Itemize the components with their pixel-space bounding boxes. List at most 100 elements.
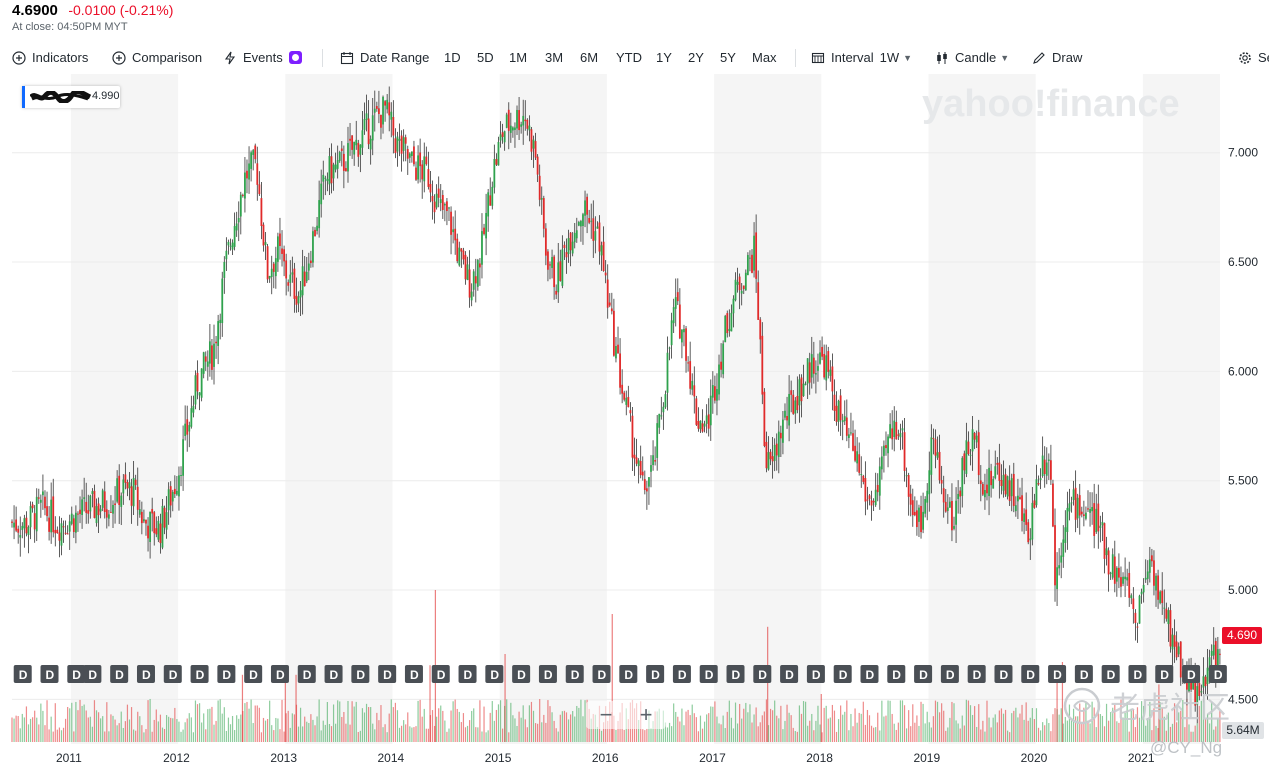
- volume-bar: [524, 719, 526, 742]
- range-5y[interactable]: 5Y: [720, 50, 736, 65]
- plus-circle-icon: [12, 50, 26, 65]
- dividend-marker[interactable]: D: [1021, 665, 1040, 683]
- candle-body: [244, 172, 246, 199]
- candle-body: [810, 354, 813, 378]
- dividend-marker[interactable]: D: [940, 665, 959, 683]
- volume-bar: [335, 723, 337, 742]
- svg-text:D: D: [142, 668, 151, 682]
- dividend-marker[interactable]: D: [163, 665, 182, 683]
- dividend-marker[interactable]: D: [458, 665, 477, 683]
- volume-bar: [104, 731, 106, 742]
- dividend-marker[interactable]: D: [646, 665, 665, 683]
- dividend-marker[interactable]: D: [13, 665, 32, 683]
- chart-type-selector[interactable]: Candle ▼: [935, 50, 1009, 65]
- candle-body: [147, 525, 149, 539]
- range-1m[interactable]: 1M: [509, 50, 528, 65]
- dividend-marker[interactable]: D: [110, 665, 129, 683]
- candle-body: [920, 506, 922, 533]
- dividend-marker[interactable]: D: [67, 665, 86, 683]
- volume-bar: [753, 714, 755, 742]
- volume-bar: [207, 709, 209, 742]
- date-range-button[interactable]: Date Range: [340, 50, 429, 65]
- dividend-marker[interactable]: D: [619, 665, 638, 683]
- candle-body: [749, 257, 751, 259]
- dividend-marker[interactable]: D: [565, 665, 584, 683]
- volume-bar: [318, 699, 320, 742]
- candle-body: [802, 383, 805, 396]
- dividend-marker[interactable]: D: [1128, 665, 1147, 683]
- candle-body: [64, 532, 67, 534]
- dividend-marker[interactable]: D: [136, 665, 155, 683]
- candle-body: [685, 328, 687, 361]
- volume-bar: [512, 715, 514, 742]
- range-3m[interactable]: 3M: [545, 50, 564, 65]
- range-ytd[interactable]: YTD: [616, 50, 642, 65]
- draw-button[interactable]: Draw: [1032, 50, 1082, 65]
- dividend-marker[interactable]: D: [431, 665, 450, 683]
- dividend-marker[interactable]: D: [538, 665, 557, 683]
- volume-bar: [765, 699, 768, 742]
- dividend-marker[interactable]: D: [914, 665, 933, 683]
- dividend-marker[interactable]: D: [40, 665, 59, 683]
- candle-body: [1060, 555, 1063, 563]
- dividend-marker[interactable]: D: [1155, 665, 1174, 683]
- dividend-marker[interactable]: D: [190, 665, 209, 683]
- candle-body: [171, 491, 174, 502]
- dividend-marker[interactable]: D: [1074, 665, 1093, 683]
- volume-bar: [250, 699, 252, 742]
- svg-text:D: D: [1080, 668, 1089, 682]
- range-1d[interactable]: 1D: [444, 50, 461, 65]
- dividend-marker[interactable]: D: [833, 665, 852, 683]
- dividend-marker[interactable]: D: [297, 665, 316, 683]
- dividend-marker[interactable]: D: [404, 665, 423, 683]
- volume-bar: [664, 722, 667, 742]
- dividend-marker[interactable]: D: [244, 665, 263, 683]
- indicators-button[interactable]: Indicators: [12, 50, 88, 65]
- range-5d[interactable]: 5D: [477, 50, 494, 65]
- candle-body: [885, 445, 887, 449]
- dividend-marker[interactable]: D: [485, 665, 504, 683]
- zoom-in-button[interactable]: +: [639, 702, 653, 727]
- dividend-marker[interactable]: D: [699, 665, 718, 683]
- dividend-marker[interactable]: D: [324, 665, 343, 683]
- comparison-button[interactable]: Comparison: [112, 50, 202, 65]
- zoom-out-button[interactable]: −: [599, 702, 613, 727]
- dividend-marker[interactable]: D: [994, 665, 1013, 683]
- dividend-marker[interactable]: D: [726, 665, 745, 683]
- candle-body: [462, 250, 465, 260]
- volume-bar: [982, 720, 984, 742]
- settings-button[interactable]: Se: [1238, 50, 1269, 65]
- dividend-marker[interactable]: D: [753, 665, 772, 683]
- dividend-marker[interactable]: D: [270, 665, 289, 683]
- dividend-marker[interactable]: D: [780, 665, 799, 683]
- dividend-marker[interactable]: D: [672, 665, 691, 683]
- dividend-marker[interactable]: D: [1208, 665, 1227, 683]
- dividend-marker[interactable]: D: [592, 665, 611, 683]
- volume-spike: [1061, 662, 1064, 742]
- events-button[interactable]: Events: [223, 50, 302, 65]
- symbol-legend[interactable]: 4.990: [22, 86, 120, 108]
- svg-text:D: D: [222, 668, 231, 682]
- dividend-marker[interactable]: D: [512, 665, 531, 683]
- volume-bar: [879, 730, 881, 742]
- dividend-marker[interactable]: D: [1101, 665, 1120, 683]
- dividend-marker[interactable]: D: [1048, 665, 1067, 683]
- range-2y[interactable]: 2Y: [688, 50, 704, 65]
- volume-bar: [829, 717, 831, 742]
- dividend-marker[interactable]: D: [806, 665, 825, 683]
- range-6m[interactable]: 6M: [580, 50, 599, 65]
- dividend-marker[interactable]: D: [83, 665, 102, 683]
- dividend-marker[interactable]: D: [1182, 665, 1201, 683]
- interval-selector[interactable]: Interval 1W ▼: [811, 50, 912, 65]
- candle-body: [1153, 560, 1155, 586]
- dividend-marker[interactable]: D: [967, 665, 986, 683]
- dividend-marker[interactable]: D: [217, 665, 236, 683]
- range-1y[interactable]: 1Y: [656, 50, 672, 65]
- dividend-marker[interactable]: D: [351, 665, 370, 683]
- dividend-marker[interactable]: D: [860, 665, 879, 683]
- dividend-marker[interactable]: D: [378, 665, 397, 683]
- dividend-marker[interactable]: D: [887, 665, 906, 683]
- range-max[interactable]: Max: [752, 50, 777, 65]
